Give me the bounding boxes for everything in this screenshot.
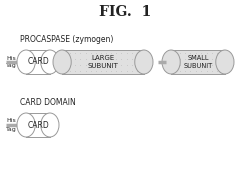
Ellipse shape xyxy=(17,113,35,137)
FancyBboxPatch shape xyxy=(171,50,225,74)
Text: CARD: CARD xyxy=(27,120,49,129)
Ellipse shape xyxy=(162,50,180,74)
Text: FIG.  1: FIG. 1 xyxy=(99,5,151,19)
FancyBboxPatch shape xyxy=(26,113,50,137)
Text: LARGE
SUBUNIT: LARGE SUBUNIT xyxy=(88,55,118,69)
Ellipse shape xyxy=(17,50,35,74)
Text: His: His xyxy=(6,118,16,124)
Text: PROCASPASE (zymogen): PROCASPASE (zymogen) xyxy=(20,35,114,44)
Ellipse shape xyxy=(216,50,234,74)
Ellipse shape xyxy=(135,50,153,74)
Text: Tag: Tag xyxy=(6,127,17,132)
Text: CARD DOMAIN: CARD DOMAIN xyxy=(20,98,76,107)
Ellipse shape xyxy=(41,113,59,137)
Ellipse shape xyxy=(41,50,59,74)
Text: CARD: CARD xyxy=(27,57,49,67)
FancyBboxPatch shape xyxy=(62,50,144,74)
Text: SMALL
SUBUNIT: SMALL SUBUNIT xyxy=(184,55,212,69)
FancyBboxPatch shape xyxy=(26,50,50,74)
Ellipse shape xyxy=(53,50,71,74)
Text: Tag: Tag xyxy=(6,64,17,69)
Text: His: His xyxy=(6,55,16,61)
